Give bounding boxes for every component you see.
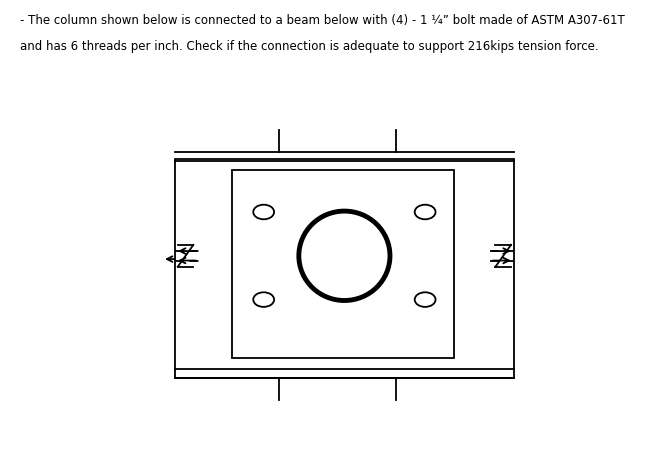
Bar: [233, 170, 454, 358]
Text: - The column shown below is connected to a beam below with (4) - 1 ¼” bolt made : - The column shown below is connected to…: [20, 14, 625, 27]
Bar: [175, 159, 513, 378]
Text: and has 6 threads per inch. Check if the connection is adequate to support 216ki: and has 6 threads per inch. Check if the…: [20, 40, 599, 53]
